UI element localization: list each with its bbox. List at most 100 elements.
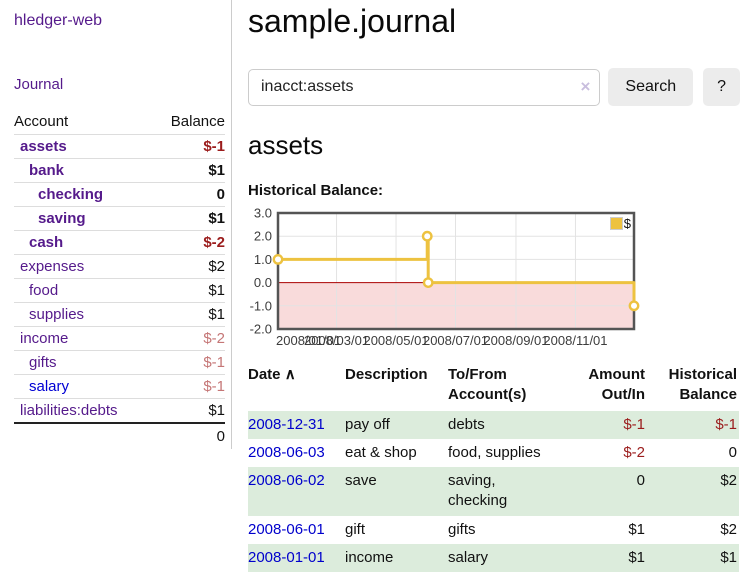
account-row: salary $-1 [14, 374, 225, 399]
account-balance: $1 [152, 278, 225, 303]
transaction-date-link[interactable]: 2008-06-03 [248, 443, 325, 461]
account-link[interactable]: bank [29, 162, 65, 179]
register-table-body: 2008-12-31 pay off debts $-1 $-1 2008-06-03 ea… [248, 410, 739, 572]
chart-title: Historical Balance: [248, 182, 384, 199]
legend-swatch-icon [609, 217, 623, 230]
account-balance: $1 [152, 158, 225, 183]
account-balance: 0 [152, 182, 225, 207]
accounts-total-row: 0 [14, 422, 225, 449]
legend-label: $ [623, 216, 631, 231]
accounts-total-balance: 0 [152, 422, 225, 449]
chart-legend: $ [609, 216, 631, 231]
account-row: assets $-1 [14, 134, 225, 159]
transaction-accounts: food, supplies [448, 443, 541, 461]
account-row: supplies $1 [14, 302, 225, 327]
account-link[interactable]: gifts [29, 354, 57, 371]
account-balance: $1 [152, 398, 225, 424]
accounts-table-body: assets $-1 bank $1 checking 0 saving $1 cash $-2 e… [14, 134, 225, 424]
account-balance: $1 [152, 302, 225, 327]
svg-text:1.0: 1.0 [254, 252, 272, 267]
transaction-date-link[interactable]: 2008-01-01 [248, 548, 325, 566]
account-row: liabilities:debts $1 [14, 398, 225, 424]
account-row: gifts $-1 [14, 350, 225, 375]
svg-text:2008/09/01: 2008/09/01 [483, 333, 548, 348]
svg-text:-1.0: -1.0 [250, 298, 272, 313]
svg-text:2008/07/01: 2008/07/01 [423, 333, 488, 348]
account-heading: assets [248, 130, 324, 160]
account-row: checking 0 [14, 182, 225, 207]
register-row: 2008-06-02 save saving, checking 0 $2 [248, 467, 739, 516]
svg-text:2008/05/01: 2008/05/01 [363, 333, 428, 348]
transaction-date-link[interactable]: 2008-06-01 [248, 520, 325, 538]
transaction-balance: $2 [720, 520, 737, 538]
register-header-date[interactable]: Date ∧ [248, 366, 296, 383]
transaction-description: pay off [345, 415, 390, 433]
register-header-accounts: To/From Account(s) [448, 366, 527, 404]
search-input[interactable] [248, 68, 601, 106]
svg-text:3.0: 3.0 [254, 206, 272, 221]
account-row: bank $1 [14, 158, 225, 183]
account-link[interactable]: liabilities:debts [20, 402, 118, 419]
svg-text:0.0: 0.0 [254, 275, 272, 290]
account-link[interactable]: income [20, 330, 69, 347]
search-button[interactable]: Search [608, 68, 694, 106]
transaction-description: gift [345, 520, 366, 538]
app-title-link[interactable]: hledger-web [14, 12, 103, 29]
main-content: sample.journal × Search ? assets Histori… [248, 0, 740, 572]
account-row: food $1 [14, 278, 225, 303]
account-link[interactable]: supplies [29, 306, 85, 323]
svg-text:2008/03/01: 2008/03/01 [304, 333, 369, 348]
transaction-balance: 0 [728, 443, 737, 461]
account-link[interactable]: food [29, 282, 59, 299]
account-balance: $-1 [152, 374, 225, 399]
account-balance: $-2 [152, 326, 225, 351]
help-button[interactable]: ? [703, 68, 740, 106]
account-balance: $-2 [152, 230, 225, 255]
app-title: hledger-web [14, 12, 225, 30]
account-link[interactable]: expenses [20, 258, 85, 275]
transaction-description: income [345, 548, 394, 566]
transaction-accounts: gifts [448, 520, 476, 538]
account-row: cash $-2 [14, 230, 225, 255]
register-row: 2008-01-01 income salary $1 $1 [248, 543, 739, 572]
transaction-balance: $-1 [715, 415, 737, 433]
transaction-description: eat & shop [345, 443, 417, 461]
sort-ascending-icon: ∧ [284, 366, 296, 383]
transaction-date-link[interactable]: 2008-12-31 [248, 415, 325, 433]
account-link[interactable]: salary [29, 378, 70, 395]
account-row: income $-2 [14, 326, 225, 351]
register-row: 2008-06-03 eat & shop food, supplies $-2 0 [248, 439, 739, 467]
sidebar: hledger-web Journal Account Balance asse… [0, 0, 232, 449]
account-balance: $-1 [152, 134, 225, 159]
transaction-amount: 0 [636, 472, 645, 489]
account-link[interactable]: checking [38, 186, 104, 203]
account-row: saving $1 [14, 206, 225, 231]
register-row: 2008-12-31 pay off debts $-1 $-1 [248, 410, 739, 439]
transaction-accounts: debts [448, 415, 485, 433]
transaction-amount: $1 [628, 548, 645, 566]
account-link[interactable]: cash [29, 234, 64, 251]
account-link[interactable]: assets [20, 138, 67, 155]
transaction-balance: $2 [720, 472, 737, 489]
sidebar-item-journal[interactable]: Journal [14, 76, 64, 93]
register-row: 2008-06-01 gift gifts $1 $2 [248, 516, 739, 544]
transaction-accounts: saving, checking [448, 472, 508, 510]
transaction-amount: $-2 [623, 443, 645, 461]
sidebar-nav: Journal [14, 76, 225, 93]
account-row: expenses $2 [14, 254, 225, 279]
svg-text:-2.0: -2.0 [250, 322, 272, 337]
transaction-date-link[interactable]: 2008-06-02 [248, 472, 325, 489]
svg-text:2008/01/01: 2008/01/01 [276, 333, 341, 348]
register-table: Date ∧ Description To/From Account(s) Am… [248, 363, 739, 572]
transaction-amount: $1 [628, 520, 645, 538]
register-header-row: Date ∧ Description To/From Account(s) Am… [248, 363, 739, 411]
accounts-header-row: Account Balance [14, 109, 225, 135]
transaction-amount: $-1 [623, 415, 645, 433]
account-link[interactable]: saving [38, 210, 86, 227]
transaction-accounts: salary [448, 548, 489, 566]
accounts-header-balance: Balance [152, 109, 225, 135]
clear-search-icon[interactable]: × [580, 76, 591, 96]
search-form: × Search ? [248, 68, 740, 106]
register-header-balance: Historical Balance [668, 366, 737, 404]
svg-text:2008/11/01: 2008/11/01 [543, 333, 607, 348]
